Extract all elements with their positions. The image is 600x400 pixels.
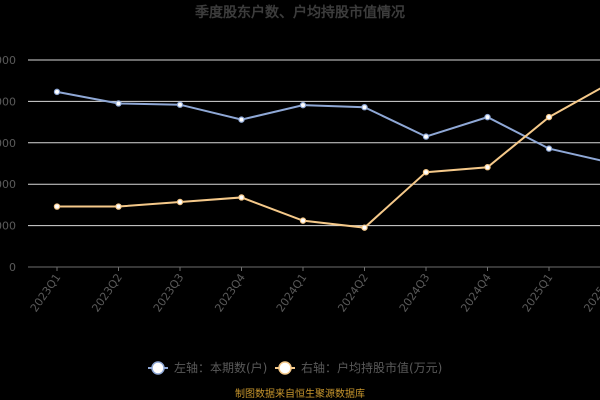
legend-marker (151, 361, 165, 375)
data-point (422, 168, 430, 176)
x-axis: 2023Q1 2023Q2 2023Q3 2023Q4 2024Q1 2024Q2 2024… (28, 267, 600, 314)
data-point (115, 203, 122, 210)
data-point (299, 101, 307, 109)
series-line (57, 87, 600, 229)
x-tick-label: 2025Q1 (520, 271, 556, 314)
data-point (176, 198, 184, 206)
left-tick-label: 3000 (0, 137, 16, 150)
data-point (484, 164, 491, 171)
grid-layer (28, 59, 600, 268)
x-tick-label: 2023Q3 (151, 271, 187, 314)
data-point (484, 113, 491, 121)
data-point (361, 224, 368, 231)
left-tick-label: 1000 (0, 220, 16, 233)
source-note: 制图数据来自恒生聚源数据库 (235, 387, 365, 400)
left-axis: 5000 4000 3000 2000 1000 0 (0, 54, 16, 274)
data-point (361, 103, 368, 111)
legend-label: 右轴：户均持股市值(万元) (301, 360, 442, 375)
left-tick-label: 4000 (0, 95, 16, 108)
chart-title: 季度股东户数、户均持股市值情况 (194, 4, 405, 21)
data-point (238, 194, 245, 201)
x-tick-label: 2023Q2 (89, 271, 125, 314)
data-point (53, 203, 61, 210)
data-point (545, 113, 553, 121)
data-point (176, 101, 184, 108)
x-tick-label: 2024Q1 (274, 271, 310, 314)
x-tick-label: 2023Q1 (28, 271, 64, 314)
legend: 左轴：本期数(户) 右轴：户均持股市值(万元) (148, 360, 442, 375)
x-tick-label: 2024Q2 (335, 271, 371, 314)
data-point (422, 133, 430, 140)
left-tick-label: 0 (9, 261, 16, 274)
left-tick-label: 5000 (0, 54, 16, 67)
series-layer (53, 87, 600, 231)
x-tick-label: 2025Q2 (581, 271, 600, 314)
series-1 (53, 88, 600, 162)
x-tick-label: 2024Q3 (397, 271, 433, 314)
data-point (299, 217, 307, 224)
series-2 (53, 87, 600, 231)
data-point (545, 145, 553, 152)
data-point (53, 88, 61, 96)
legend-item[interactable]: 右轴：户均持股市值(万元) (275, 360, 442, 375)
left-tick-label: 2000 (0, 178, 16, 191)
x-tick-label: 2023Q4 (212, 271, 248, 314)
series-line (56, 90, 600, 162)
data-point (238, 116, 245, 123)
legend-item[interactable]: 左轴：本期数(户) (148, 360, 267, 375)
legend-label: 左轴：本期数(户) (174, 360, 267, 375)
data-point (115, 100, 122, 107)
legend-marker (278, 361, 292, 375)
x-tick-label: 2024Q4 (458, 271, 494, 314)
